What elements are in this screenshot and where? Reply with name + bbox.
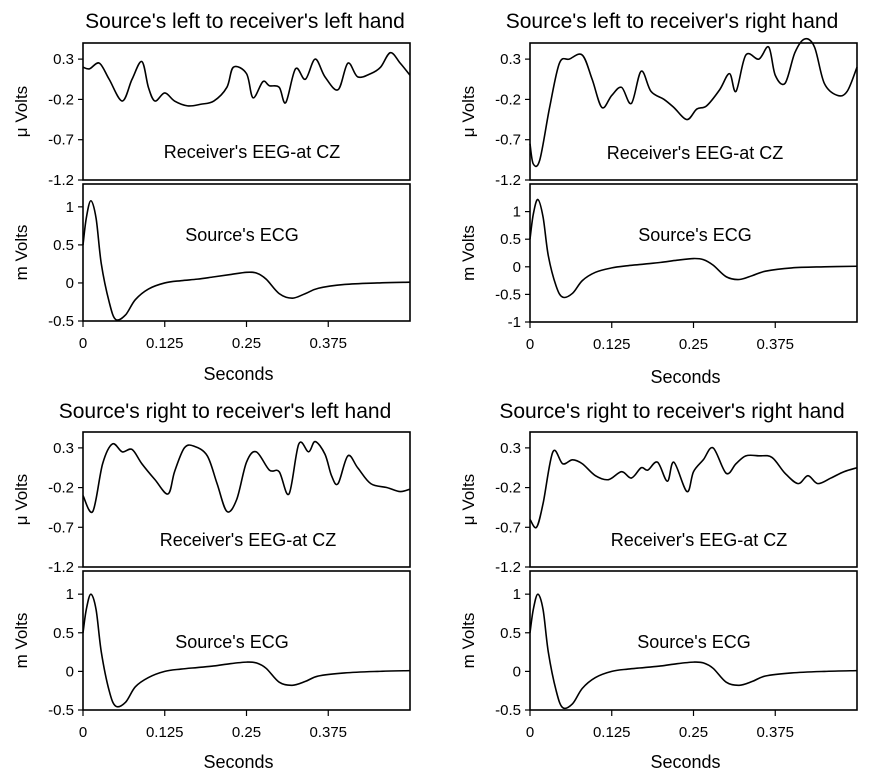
ecg-ytick-label: 1 xyxy=(513,586,521,603)
xtick-label: 0 xyxy=(79,724,87,741)
ecg-annotation: Source's ECG xyxy=(175,632,288,652)
chart-panel-1: Source's left to receiver's left hand 0.3… xyxy=(12,10,411,384)
ecg-ytick-label: 1 xyxy=(66,199,74,216)
eeg-ytick-label: -1.2 xyxy=(495,172,521,189)
eeg-ytick-label: -1.2 xyxy=(48,172,74,189)
eeg-ytick-label: -0.7 xyxy=(495,132,521,149)
eeg-ylabel: μ Volts xyxy=(459,474,478,525)
ecg-ylabel: m Volts xyxy=(459,613,478,669)
eeg-trace xyxy=(82,51,411,107)
eeg-ylabel: μ Volts xyxy=(12,474,31,525)
chart-panel-4: Source's right to receiver's right hand 0… xyxy=(459,400,858,772)
ecg-annotation: Source's ECG xyxy=(185,225,298,245)
ecg-frame xyxy=(82,183,411,322)
eeg-annotation: Receiver's EEG-at CZ xyxy=(607,143,783,163)
x-axis-label: Seconds xyxy=(203,752,273,772)
ecg-trace xyxy=(529,198,858,299)
ecg-ytick-label: 0.5 xyxy=(53,237,74,254)
eeg-ytick-label: -0.7 xyxy=(48,132,74,149)
eeg-frame xyxy=(529,431,858,568)
xtick-label: 0.125 xyxy=(593,724,631,741)
chart-panel-3: Source's right to receiver's left hand 0.… xyxy=(12,400,411,772)
xtick-label: 0.375 xyxy=(756,724,794,741)
ecg-ytick-label: 0.5 xyxy=(53,625,74,642)
ecg-ytick-label: 0 xyxy=(513,663,521,680)
eeg-frame xyxy=(529,42,858,181)
chart-title: Source's right to receiver's right hand xyxy=(499,400,844,423)
xtick-label: 0.25 xyxy=(679,336,708,353)
ecg-ytick-label: 0 xyxy=(66,275,74,292)
chart-title: Source's left to receiver's left hand xyxy=(85,10,405,33)
x-axis-label: Seconds xyxy=(650,752,720,772)
ecg-trace xyxy=(529,593,858,710)
ecg-ytick-label: 0 xyxy=(66,663,74,680)
ecg-ytick-label: 1 xyxy=(513,204,521,221)
ecg-ytick-label: -0.5 xyxy=(48,702,74,719)
eeg-ylabel: μ Volts xyxy=(12,86,31,137)
ecg-trace xyxy=(82,199,411,321)
xtick-label: 0.25 xyxy=(232,724,261,741)
ecg-ytick-label: -1 xyxy=(508,314,521,331)
eeg-ytick-label: -0.2 xyxy=(48,91,74,108)
chart-title: Source's right to receiver's left hand xyxy=(59,400,392,423)
xtick-label: 0 xyxy=(79,335,87,352)
x-axis-label: Seconds xyxy=(650,367,720,387)
eeg-ytick-label: -0.7 xyxy=(48,519,74,536)
ecg-annotation: Source's ECG xyxy=(637,632,750,652)
eeg-ytick-label: 0.3 xyxy=(500,51,521,68)
xtick-label: 0.125 xyxy=(146,335,184,352)
ecg-ylabel: m Volts xyxy=(459,225,478,281)
eeg-ylabel: μ Volts xyxy=(459,86,478,137)
xtick-label: 0.125 xyxy=(593,336,631,353)
xtick-label: 0.375 xyxy=(309,724,347,741)
xtick-label: 0.375 xyxy=(756,336,794,353)
xtick-label: 0 xyxy=(526,336,534,353)
ecg-ytick-label: -0.5 xyxy=(48,313,74,330)
eeg-ytick-label: -0.2 xyxy=(48,480,74,497)
xtick-label: 0.375 xyxy=(309,335,347,352)
eeg-ytick-label: -0.2 xyxy=(495,480,521,497)
chart-panel-2: Source's left to receiver's right hand 0.… xyxy=(459,10,858,387)
ecg-ytick-label: 0.5 xyxy=(500,625,521,642)
ecg-ytick-label: -0.5 xyxy=(495,702,521,719)
xtick-label: 0 xyxy=(526,724,534,741)
eeg-annotation: Receiver's EEG-at CZ xyxy=(160,530,336,550)
eeg-trace xyxy=(529,37,858,168)
ecg-ytick-label: 1 xyxy=(66,586,74,603)
eeg-ytick-label: 0.3 xyxy=(53,440,74,457)
eeg-ytick-label: 0.3 xyxy=(53,51,74,68)
chart-title: Source's left to receiver's right hand xyxy=(506,10,839,33)
ecg-ytick-label: 0 xyxy=(513,259,521,276)
eeg-ytick-label: -0.2 xyxy=(495,91,521,108)
eeg-frame xyxy=(82,431,411,568)
ecg-ylabel: m Volts xyxy=(12,613,31,669)
ecg-ytick-label: -0.5 xyxy=(495,286,521,303)
xtick-label: 0.25 xyxy=(232,335,261,352)
xtick-label: 0.25 xyxy=(679,724,708,741)
eeg-ytick-label: -1.2 xyxy=(495,559,521,576)
eeg-ytick-label: -0.7 xyxy=(495,519,521,536)
xtick-label: 0.125 xyxy=(146,724,184,741)
eeg-frame xyxy=(82,42,411,181)
ecg-trace xyxy=(82,593,411,708)
eeg-annotation: Receiver's EEG-at CZ xyxy=(164,142,340,162)
eeg-ytick-label: 0.3 xyxy=(500,440,521,457)
eeg-trace xyxy=(529,446,858,529)
eeg-trace xyxy=(82,440,411,514)
ecg-annotation: Source's ECG xyxy=(638,225,751,245)
eeg-ytick-label: -1.2 xyxy=(48,559,74,576)
x-axis-label: Seconds xyxy=(203,364,273,384)
ecg-ytick-label: 0.5 xyxy=(500,231,521,248)
eeg-annotation: Receiver's EEG-at CZ xyxy=(611,530,787,550)
ecg-frame xyxy=(529,183,858,323)
ecg-ylabel: m Volts xyxy=(12,225,31,281)
